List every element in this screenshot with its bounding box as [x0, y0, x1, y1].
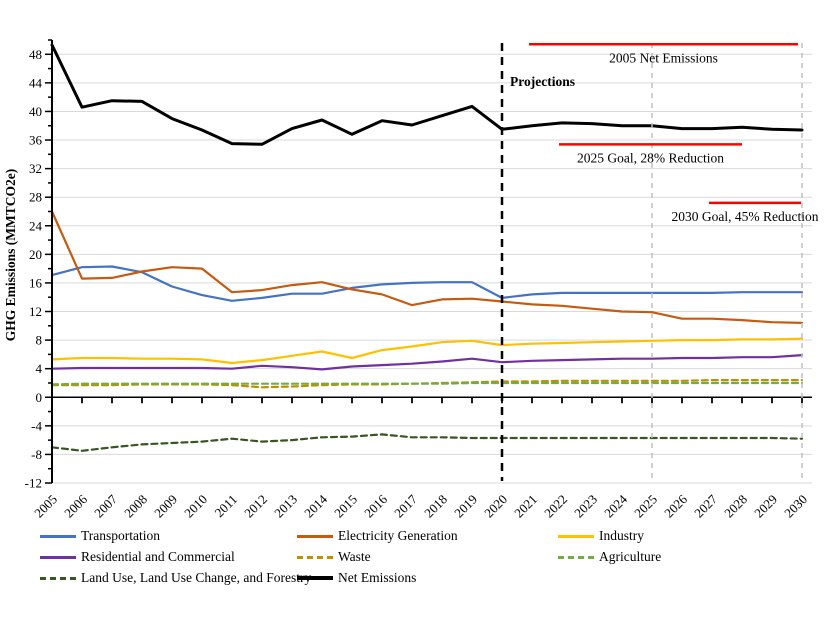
net-emissions-line-swatch [297, 576, 333, 580]
y-tick-label: 40 [29, 104, 42, 119]
annotations: Projections 2005 Net Emissions 2025 Goal, … [500, 43, 819, 481]
x-tick-label: 2023 [571, 492, 600, 521]
x-tick-label: 2015 [331, 492, 360, 521]
series-electricity-generation [50, 210, 804, 324]
x-tick-label: 2021 [511, 492, 540, 521]
agriculture-line-swatch [558, 555, 594, 559]
industry-line-swatch [558, 534, 594, 538]
series-lines [50, 43, 804, 452]
residential-line-swatch [40, 555, 76, 559]
legend-item-residential-commercial: Residential and Commercial [40, 549, 235, 565]
transportation-line-swatch [40, 534, 76, 538]
goal-line-label: 2025 Goal, 28% Reduction [577, 150, 724, 165]
legend-item-industry: Industry [558, 528, 644, 544]
legend-label: Transportation [81, 528, 161, 543]
goal-line-label: 2030 Goal, 45% Reduction [672, 209, 819, 224]
legend-label: Residential and Commercial [81, 549, 235, 564]
legend-label: Land Use, Land Use Change, and Forestry [81, 570, 312, 585]
x-tick-label: 2026 [661, 491, 690, 520]
x-tick-label: 2016 [361, 491, 390, 520]
x-tick-label: 2006 [61, 491, 90, 520]
x-tick-label: 2011 [211, 492, 240, 521]
x-tick-label: 2030 [781, 492, 810, 521]
y-tick-label: -12 [25, 476, 42, 491]
series-residential-and-commercial [50, 354, 804, 371]
y-tick-label: 0 [36, 390, 43, 405]
x-tick-label: 2025 [631, 492, 660, 521]
y-tick-label: -4 [31, 418, 42, 433]
series-agriculture [50, 381, 804, 386]
legend-item-lulucf: Land Use, Land Use Change, and Forestry [40, 570, 311, 586]
x-tick-label: 2017 [391, 491, 420, 520]
series-net-emissions [50, 43, 804, 146]
y-tick-label: 12 [29, 304, 42, 319]
x-tick-label: 2019 [451, 492, 480, 521]
legend-item-agriculture: Agriculture [558, 549, 661, 565]
x-tick-label: 2010 [181, 492, 210, 521]
lulucf-line-swatch [40, 576, 76, 580]
y-tick-label: -8 [31, 447, 42, 462]
series-industry [50, 337, 804, 365]
legend-item-electricity-generation: Electricity Generation [297, 528, 458, 544]
legend-label: Industry [599, 528, 644, 543]
y-tick-label: 28 [29, 190, 42, 205]
x-tick-label: 2029 [751, 492, 780, 521]
x-tick-label: 2028 [721, 492, 750, 521]
legend-label: Net Emissions [338, 570, 417, 585]
legend-item-net-emissions: Net Emissions [297, 570, 416, 586]
legend-label: Agriculture [599, 549, 662, 564]
y-axis-title: GHG Emissions (MMTCO2e) [3, 169, 18, 342]
x-tick-label: 2013 [271, 492, 300, 521]
gridlines [52, 53, 812, 484]
x-tick-label: 2020 [481, 492, 510, 521]
x-tick-label: 2024 [601, 491, 630, 520]
x-tick-label: 2007 [91, 491, 120, 520]
x-tick-label: 2009 [151, 492, 180, 521]
y-tick-label: 4 [36, 361, 43, 376]
y-tick-label: 24 [29, 218, 43, 233]
x-tick-label: 2014 [301, 491, 330, 520]
x-tick-label: 2005 [31, 492, 60, 521]
electricity-line-swatch [297, 534, 333, 538]
legend-label: Electricity Generation [338, 528, 458, 543]
x-tick-label: 2012 [241, 492, 270, 521]
legend: Transportation Electricity Generation In… [0, 526, 826, 596]
y-tick-label: 44 [29, 75, 43, 90]
axes [45, 39, 812, 484]
y-tick-label: 36 [29, 133, 43, 148]
y-tick-label: 8 [36, 333, 43, 348]
y-tick-label: 32 [29, 161, 42, 176]
series-transportation [50, 265, 804, 302]
legend-label: Waste [338, 549, 371, 564]
legend-item-transportation: Transportation [40, 528, 160, 544]
x-tick-label: 2018 [421, 492, 450, 521]
projections-label: Projections [510, 74, 575, 89]
waste-line-swatch [297, 555, 333, 559]
y-tick-label: 48 [29, 47, 42, 62]
x-tick-label: 2022 [541, 492, 570, 521]
y-tick-label: 20 [29, 247, 42, 262]
goal-line-label: 2005 Net Emissions [609, 50, 718, 65]
x-tick-label: 2027 [691, 491, 720, 520]
x-tick-label: 2008 [121, 492, 150, 521]
y-tick-label: 16 [29, 275, 43, 290]
legend-item-waste: Waste [297, 549, 371, 565]
series-land-use-land-use-change-and-forestry [50, 433, 804, 452]
